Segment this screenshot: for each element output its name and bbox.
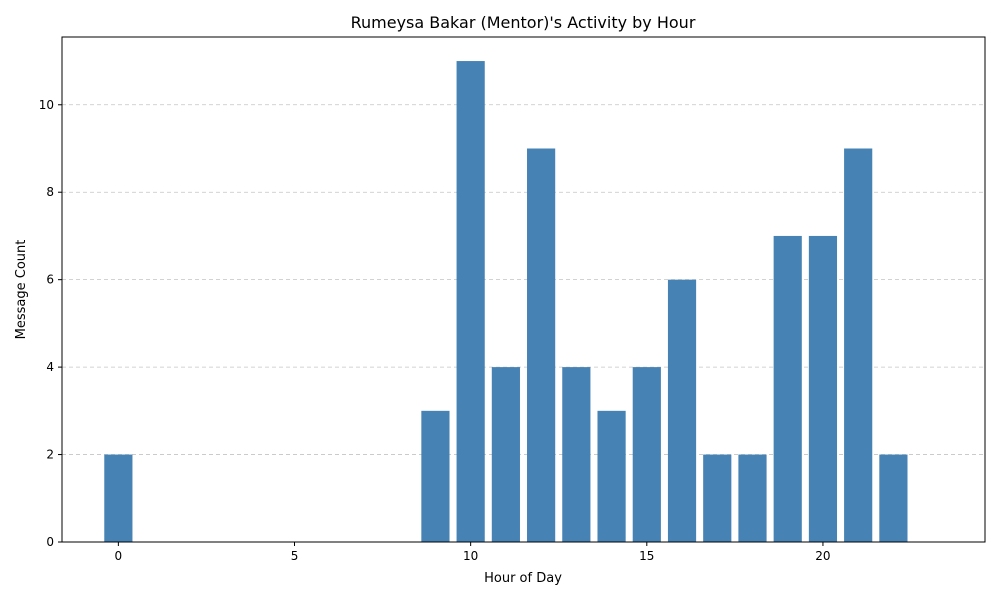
bar-hour-18 [738,454,767,542]
x-tick-label: 5 [291,549,299,563]
bar-hour-19 [773,235,802,542]
y-tick-label: 10 [39,98,54,112]
x-tick-label: 10 [463,549,478,563]
bar-hour-21 [844,148,873,542]
x-tick-label: 0 [115,549,123,563]
bar-hour-10 [456,61,485,543]
bar-hour-14 [597,410,626,542]
bar-hour-16 [667,279,697,542]
y-tick-label: 0 [46,535,54,549]
y-tick-label: 4 [46,360,54,374]
x-axis: 0 5 10 15 20 [115,542,831,563]
y-axis: 0 2 4 6 8 10 [39,98,62,549]
bar-hour-9 [421,410,450,542]
bar-hour-20 [808,235,838,542]
y-tick-label: 6 [46,273,54,287]
bars [104,61,908,543]
x-tick-label: 20 [815,549,830,563]
plot-frame [61,36,986,543]
bar-hour-0 [104,454,133,542]
bar-hour-15 [632,367,661,542]
x-axis-label: Hour of Day [484,571,562,586]
y-axis-label: Message Count [14,240,29,340]
x-tick-label: 15 [639,549,654,563]
chart-title: Rumeysa Bakar (Mentor)'s Activity by Hou… [351,13,696,32]
bar-hour-11 [491,367,520,542]
y-tick-label: 8 [46,185,54,199]
bar-hour-12 [527,148,556,542]
bar-hour-13 [562,367,591,542]
bar-hour-22 [879,454,908,542]
y-tick-label: 2 [46,448,54,462]
bar-hour-17 [703,454,732,542]
